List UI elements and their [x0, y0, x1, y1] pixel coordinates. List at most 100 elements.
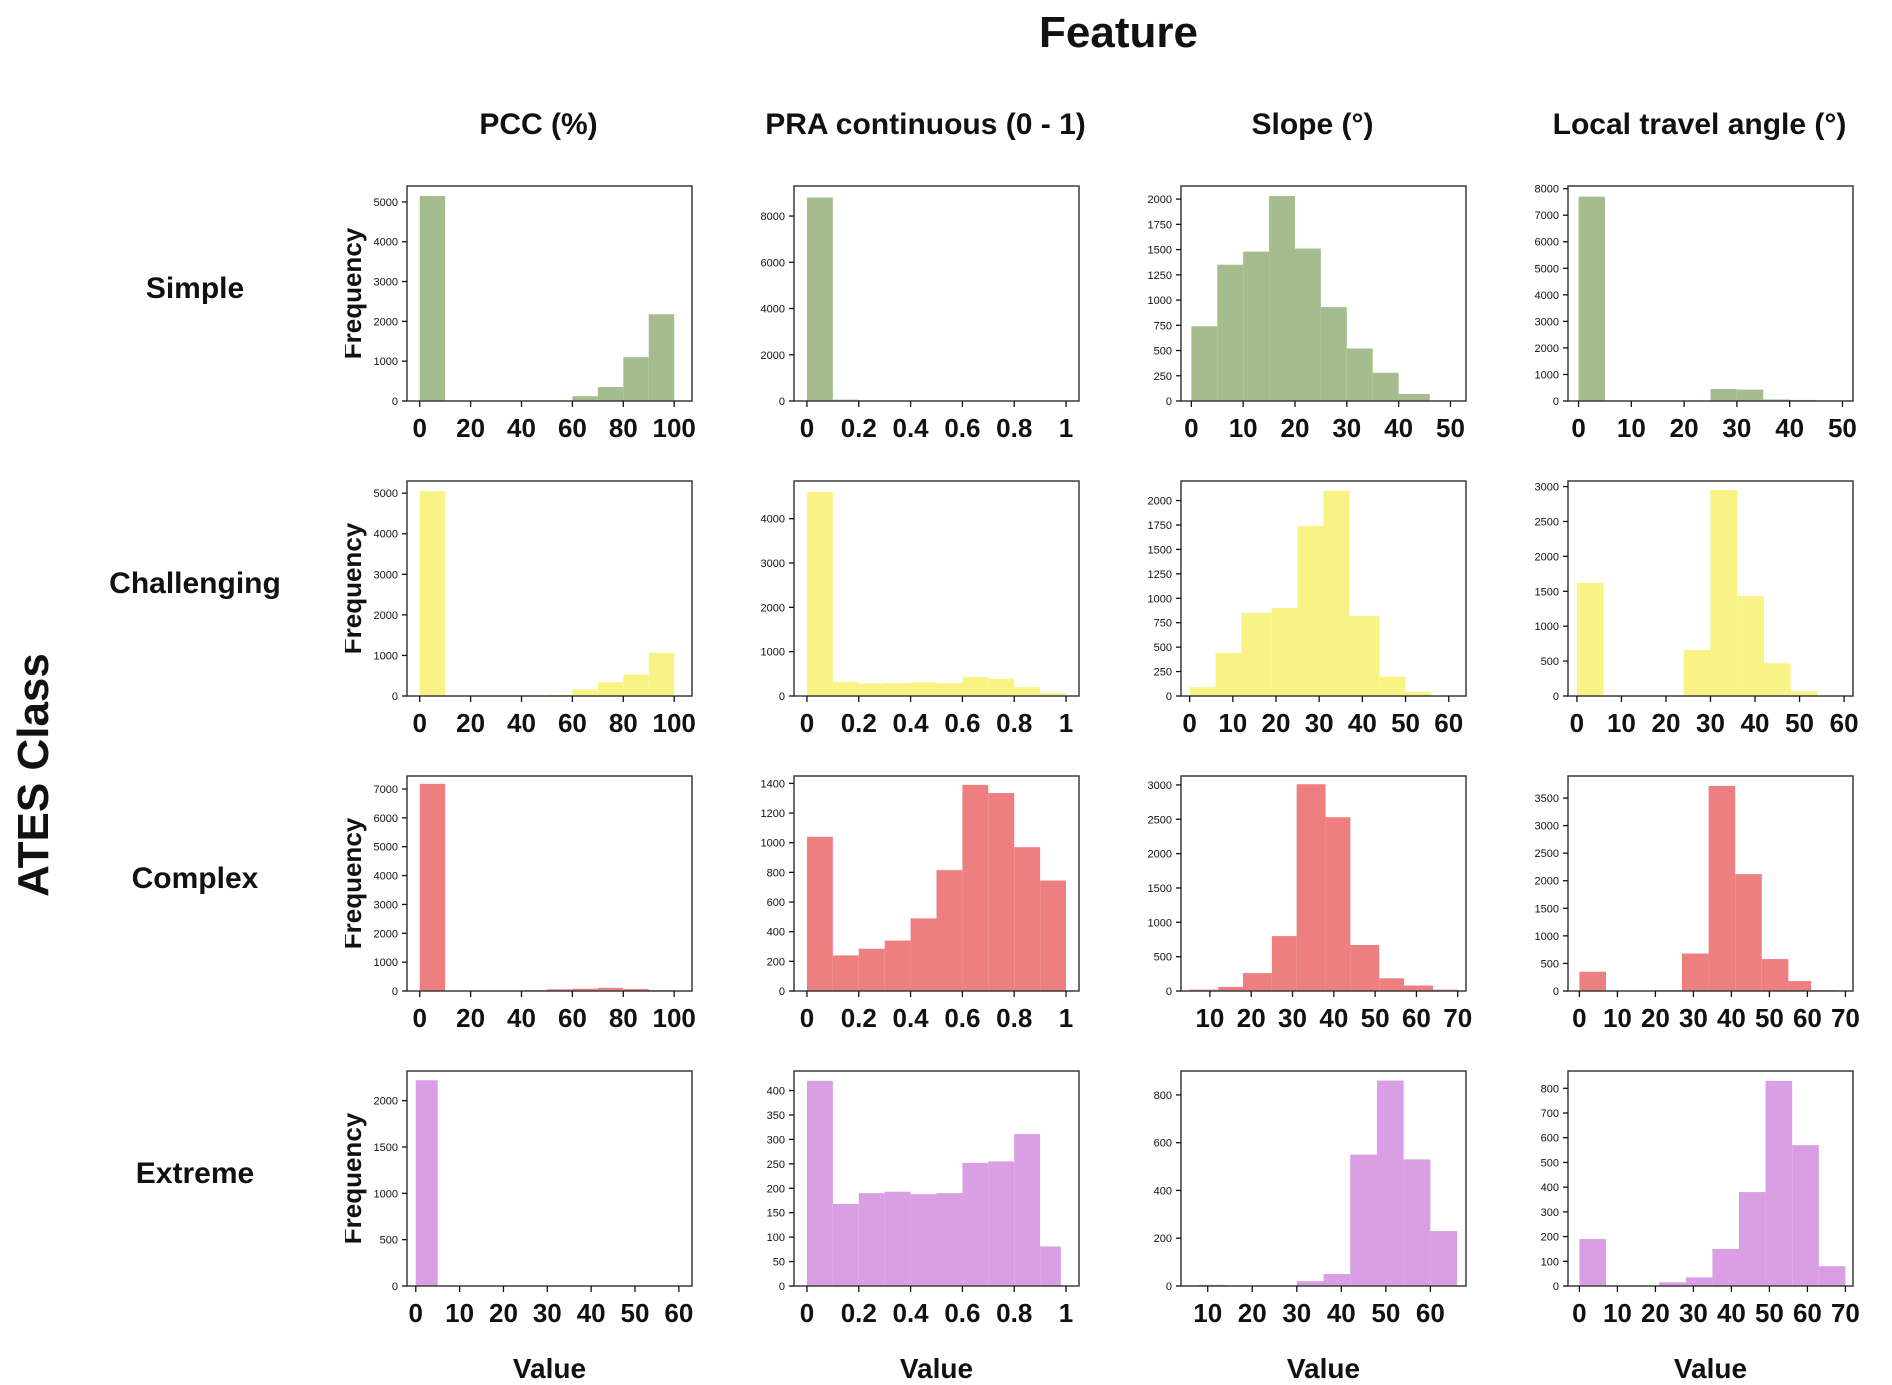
- histogram-challenging-pra-continuous-0-1: 0 1000 2000 3000 4000 0 0.2 0.4 0.6 0.8 1: [732, 455, 1119, 750]
- svg-text:800: 800: [1541, 1083, 1559, 1095]
- svg-text:20: 20: [456, 413, 485, 443]
- svg-text:20: 20: [489, 1298, 518, 1328]
- svg-text:400: 400: [767, 927, 785, 939]
- svg-text:0: 0: [779, 396, 785, 408]
- histogram-challenging-slope: 0 250 500 750 1000 1250 1500 1750 2000 0 10 20 30 40 5…: [1119, 455, 1506, 750]
- svg-text:0.4: 0.4: [893, 413, 930, 443]
- svg-text:10: 10: [1229, 413, 1258, 443]
- svg-text:600: 600: [767, 897, 785, 909]
- svg-text:40: 40: [507, 413, 536, 443]
- svg-text:Value: Value: [900, 1353, 973, 1384]
- svg-text:0.8: 0.8: [996, 1003, 1032, 1033]
- svg-text:0: 0: [392, 691, 398, 703]
- svg-text:0: 0: [392, 1281, 398, 1293]
- svg-text:0.2: 0.2: [841, 1003, 877, 1033]
- histogram-complex-pcc: 0 1000 2000 3000 4000 5000 6000 7000 0 20 40 60 80 10…: [337, 750, 732, 1045]
- svg-text:30: 30: [1278, 1003, 1307, 1033]
- svg-text:6000: 6000: [1535, 237, 1559, 249]
- svg-text:150: 150: [767, 1208, 785, 1220]
- svg-text:0: 0: [1184, 413, 1198, 443]
- svg-text:0: 0: [392, 986, 398, 998]
- svg-text:4000: 4000: [761, 304, 785, 316]
- svg-text:60: 60: [558, 413, 587, 443]
- svg-text:2000: 2000: [374, 610, 398, 622]
- svg-text:60: 60: [664, 1298, 693, 1328]
- svg-text:3000: 3000: [374, 899, 398, 911]
- svg-text:50: 50: [1755, 1003, 1784, 1033]
- svg-text:2500: 2500: [1148, 814, 1172, 826]
- svg-text:2000: 2000: [374, 316, 398, 328]
- svg-text:1750: 1750: [1148, 520, 1172, 532]
- svg-text:1000: 1000: [374, 957, 398, 969]
- svg-text:20: 20: [1262, 708, 1291, 738]
- svg-text:1000: 1000: [1535, 369, 1559, 381]
- svg-text:0.4: 0.4: [893, 1298, 930, 1328]
- svg-text:400: 400: [1154, 1185, 1172, 1197]
- svg-text:0: 0: [392, 396, 398, 408]
- svg-text:0: 0: [1572, 1003, 1586, 1033]
- svg-text:60: 60: [1416, 1298, 1445, 1328]
- svg-text:100: 100: [652, 708, 695, 738]
- histogram-complex-slope: 0 500 1000 1500 2000 2500 3000 10 20 30 40 50 60 70: [1119, 750, 1506, 1045]
- histogram-challenging-local-travel-angle: 0 500 1000 1500 2000 2500 3000 0 10 20 30 40 50 60: [1506, 455, 1892, 750]
- svg-text:1: 1: [1059, 1298, 1073, 1328]
- svg-text:10: 10: [1195, 1003, 1224, 1033]
- svg-text:0: 0: [1182, 708, 1196, 738]
- svg-text:1400: 1400: [761, 778, 785, 790]
- svg-text:20: 20: [1641, 1298, 1670, 1328]
- svg-text:10: 10: [1193, 1298, 1222, 1328]
- svg-text:2000: 2000: [1535, 551, 1559, 563]
- histogram-extreme-local-travel-angle: 0 100 200 300 400 500 600 700 800 0 10 20 30 40 50 60 70…: [1506, 1045, 1892, 1385]
- svg-text:200: 200: [1541, 1232, 1559, 1244]
- svg-text:50: 50: [621, 1298, 650, 1328]
- svg-text:50: 50: [773, 1257, 785, 1269]
- svg-text:7000: 7000: [374, 784, 398, 796]
- svg-text:6000: 6000: [761, 257, 785, 269]
- row-label-challenging: Challenging: [109, 567, 281, 600]
- svg-text:500: 500: [1154, 642, 1172, 654]
- svg-text:1000: 1000: [1535, 931, 1559, 943]
- svg-text:10: 10: [1218, 708, 1247, 738]
- svg-text:100: 100: [1541, 1256, 1559, 1268]
- svg-text:0.6: 0.6: [944, 1298, 980, 1328]
- svg-text:2000: 2000: [374, 928, 398, 940]
- svg-text:0: 0: [412, 708, 426, 738]
- svg-text:80: 80: [609, 413, 638, 443]
- svg-text:0: 0: [412, 1003, 426, 1033]
- svg-text:600: 600: [1154, 1138, 1172, 1150]
- svg-text:1000: 1000: [374, 356, 398, 368]
- svg-text:10: 10: [1603, 1298, 1632, 1328]
- svg-text:0: 0: [409, 1298, 423, 1328]
- svg-text:0.6: 0.6: [944, 413, 980, 443]
- svg-text:0: 0: [800, 708, 814, 738]
- svg-text:30: 30: [1679, 1003, 1708, 1033]
- svg-text:0: 0: [1166, 986, 1172, 998]
- svg-text:3500: 3500: [1535, 793, 1559, 805]
- svg-text:4000: 4000: [1535, 290, 1559, 302]
- column-header-pcc: PCC (%): [479, 108, 598, 141]
- svg-text:1500: 1500: [1535, 586, 1559, 598]
- svg-text:1000: 1000: [1148, 295, 1172, 307]
- svg-text:60: 60: [1793, 1298, 1822, 1328]
- svg-text:0: 0: [779, 691, 785, 703]
- histogram-challenging-pcc: 0 1000 2000 3000 4000 5000 0 20 40 60 80 100 Frequen…: [337, 455, 732, 750]
- svg-text:1250: 1250: [1148, 569, 1172, 581]
- svg-text:2000: 2000: [1535, 876, 1559, 888]
- svg-text:40: 40: [507, 1003, 536, 1033]
- svg-text:1: 1: [1059, 413, 1073, 443]
- svg-text:70: 70: [1831, 1298, 1860, 1328]
- svg-text:800: 800: [767, 867, 785, 879]
- svg-text:Frequency: Frequency: [345, 817, 367, 949]
- svg-text:0: 0: [800, 1298, 814, 1328]
- svg-text:Value: Value: [1674, 1353, 1747, 1384]
- svg-text:Value: Value: [1287, 1353, 1360, 1384]
- svg-text:0: 0: [1553, 396, 1559, 408]
- svg-text:500: 500: [1541, 1157, 1559, 1169]
- svg-text:3000: 3000: [1535, 316, 1559, 328]
- svg-text:50: 50: [1391, 708, 1420, 738]
- svg-text:30: 30: [1332, 413, 1361, 443]
- svg-text:200: 200: [767, 1183, 785, 1195]
- svg-text:200: 200: [767, 956, 785, 968]
- svg-text:50: 50: [1436, 413, 1465, 443]
